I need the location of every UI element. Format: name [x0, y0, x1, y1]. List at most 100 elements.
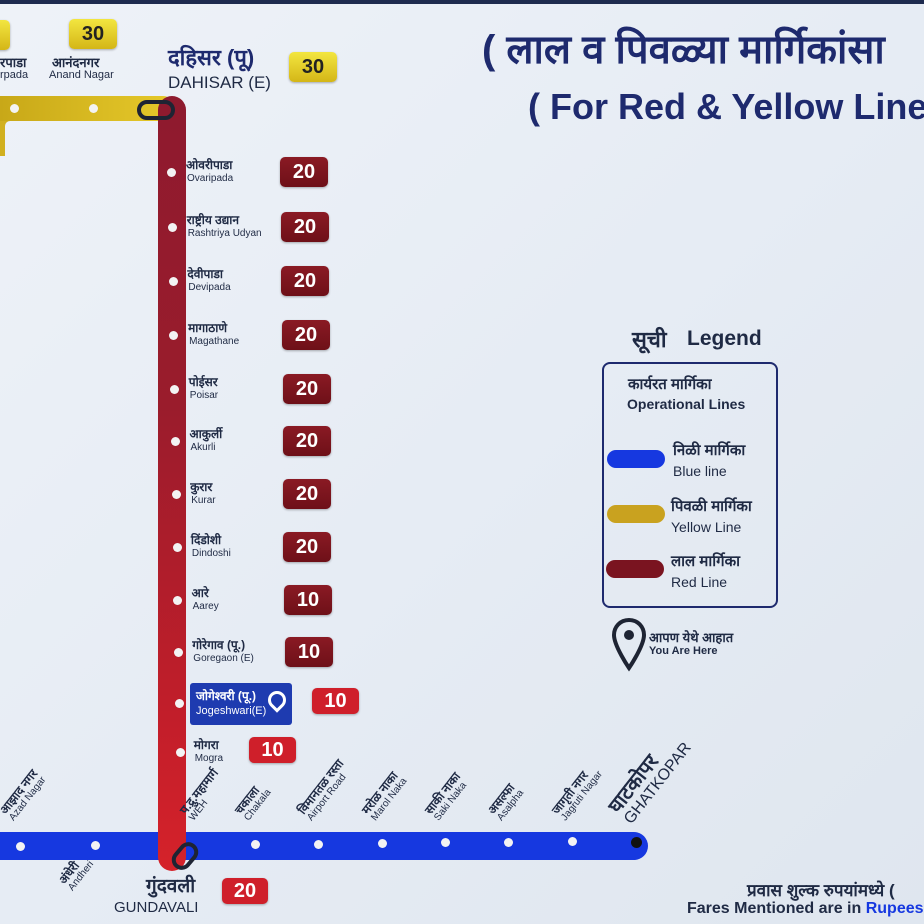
- title-english: ( For Red & Yellow Line: [528, 86, 924, 127]
- station-name-hi: कुरार: [190, 480, 213, 494]
- legend-box: [602, 362, 778, 608]
- station-name-hi: मोगरा: [193, 738, 219, 752]
- station-label: चकाला Chakala: [232, 780, 274, 823]
- fare-badge: 20: [283, 374, 331, 404]
- interchange-name-en: DAHISAR (E): [168, 73, 271, 92]
- station-name-en: Ovaripada: [187, 173, 234, 184]
- legend-label-hi: लाल मार्गिका: [671, 553, 740, 570]
- legend-label-en: Blue line: [673, 463, 727, 479]
- station-name-en: Akurli: [190, 442, 216, 453]
- legend-label-hi: निळी मार्गिका: [673, 442, 746, 459]
- footer-note-en: Fares Mentioned are in Rupees (: [687, 900, 924, 918]
- station-label: आझाद नगर Azad Nagar: [0, 767, 49, 823]
- station-name-en: Poisar: [189, 390, 219, 401]
- station-dot: [441, 838, 450, 848]
- station-dot: [251, 840, 260, 850]
- station-name-hi: आनंदनगर: [52, 55, 100, 70]
- legend-title-en: Legend: [687, 327, 762, 350]
- station-label: घाटकोपर GHATKOPAR: [604, 727, 695, 828]
- footer-note-en-b: Rupees (: [865, 900, 924, 917]
- fare-badge: 20: [280, 157, 328, 187]
- station-dot: [89, 104, 98, 113]
- station-dot: [10, 104, 19, 113]
- station-name-hi: जोगेश्वरी (पू.): [196, 689, 257, 703]
- station-name-hi: देवीपाडा: [187, 267, 223, 281]
- station-dot: [174, 648, 184, 657]
- station-label: जागृती नगर Jagruti Nagar: [549, 762, 605, 824]
- legend-title-hi: सूची: [632, 327, 667, 352]
- station-name-en: Devipada: [188, 282, 231, 293]
- station-name-hi: ओवरीपाडा: [186, 158, 233, 172]
- station-dot: [172, 543, 182, 552]
- station-label: असल्फा Asalpha: [485, 780, 526, 823]
- legend-swatch-yellow: [607, 505, 665, 523]
- title-marathi: ( लाल व पिवळ्या मार्गिकांसा: [482, 28, 885, 72]
- interchange-name-hi: गुंदवली: [146, 876, 196, 897]
- fare-badge: 20: [283, 479, 331, 509]
- you-are-here-hi: आपण येथे आहात: [649, 630, 734, 645]
- blue-line: [0, 832, 648, 860]
- station-dot: [175, 699, 184, 708]
- fare-badge: 20: [222, 878, 268, 904]
- station-label: साकी नाका Saki Naka: [422, 770, 471, 823]
- fare-badge: 10: [285, 637, 333, 667]
- station-dot: [169, 331, 179, 340]
- interchange-name-hi: दहिसर (पू): [168, 45, 255, 70]
- current-station-highlight: जोगेश्वरी (पू.) Jogeshwari(E): [190, 683, 292, 725]
- interchange-name-en: GUNDAVALI: [114, 899, 199, 916]
- station-dot: [16, 842, 25, 851]
- fare-badge: 20: [283, 532, 331, 562]
- station-name-hi: आरे: [191, 586, 209, 600]
- station-name-en: rpada: [0, 69, 29, 81]
- station-name-hi: दिंडोशी: [190, 533, 222, 547]
- station-name-hi: गोरेगाव (पू.): [192, 638, 246, 652]
- fare-badge: 20: [283, 426, 331, 456]
- fare-badge: 10: [284, 585, 332, 615]
- station-dot: [167, 168, 176, 177]
- station-dot: [314, 839, 323, 849]
- footer-note-en-a: Fares Mentioned are in: [687, 900, 866, 917]
- station-dot: [504, 837, 513, 847]
- footer-note-hi: प्रवास शुल्क रुपयांमध्ये (: [747, 881, 895, 900]
- fare-badge: 30: [289, 52, 337, 82]
- location-pin-icon: [264, 687, 290, 713]
- fare-badge: 10: [312, 688, 359, 714]
- station-dot: [168, 277, 178, 286]
- station-dot: [171, 490, 181, 499]
- station-label: विमानतळ रस्ता Airport Road: [295, 757, 355, 823]
- station-name-en: Kurar: [191, 495, 216, 506]
- station-name-en: Anand Nagar: [49, 69, 114, 81]
- station-name-en: Jogeshwari(E): [196, 705, 267, 717]
- station-dot: [171, 437, 180, 446]
- station-dot: [167, 223, 177, 232]
- station-dot: [568, 837, 577, 847]
- station-name-hi: रपाडा: [0, 55, 27, 70]
- legend-label-en: Red Line: [671, 574, 728, 590]
- station-dot: [91, 841, 100, 851]
- station-dot: [631, 836, 642, 848]
- station-dot: [170, 385, 180, 394]
- legend-label-hi: पिवळी मार्गिका: [671, 498, 752, 515]
- fare-badge: 10: [249, 737, 296, 763]
- legend-swatch-red: [606, 560, 664, 578]
- station-name-hi: मागाठाणे: [188, 321, 227, 335]
- station-dot: [378, 839, 387, 848]
- station-name-en: Rashtriya Udyan: [187, 228, 262, 239]
- station-name-en: Dindoshi: [191, 548, 231, 559]
- station-name-en: Goregaon (E): [193, 653, 254, 664]
- fare-badge: 20: [281, 266, 329, 296]
- fare-badge: 20: [281, 212, 329, 242]
- station-label: मरोळ नाका Marol Naka: [359, 769, 410, 824]
- interchange-icon: [137, 100, 175, 120]
- station-name-hi: राष्ट्रीय उद्यान: [186, 213, 240, 227]
- station-name-en: Aarey: [192, 601, 219, 612]
- station-name-en: Magathane: [189, 336, 240, 347]
- fare-badge: 20: [282, 320, 330, 350]
- station-name-hi: आकुर्ली: [189, 427, 223, 441]
- station-name-en: Mogra: [194, 753, 224, 764]
- legend-label-en: Yellow Line: [671, 519, 742, 535]
- fare-badge: 30: [69, 19, 117, 49]
- legend-section-en: Operational Lines: [627, 396, 746, 412]
- fare-badge: [0, 20, 10, 50]
- legend-swatch-blue: [607, 450, 665, 468]
